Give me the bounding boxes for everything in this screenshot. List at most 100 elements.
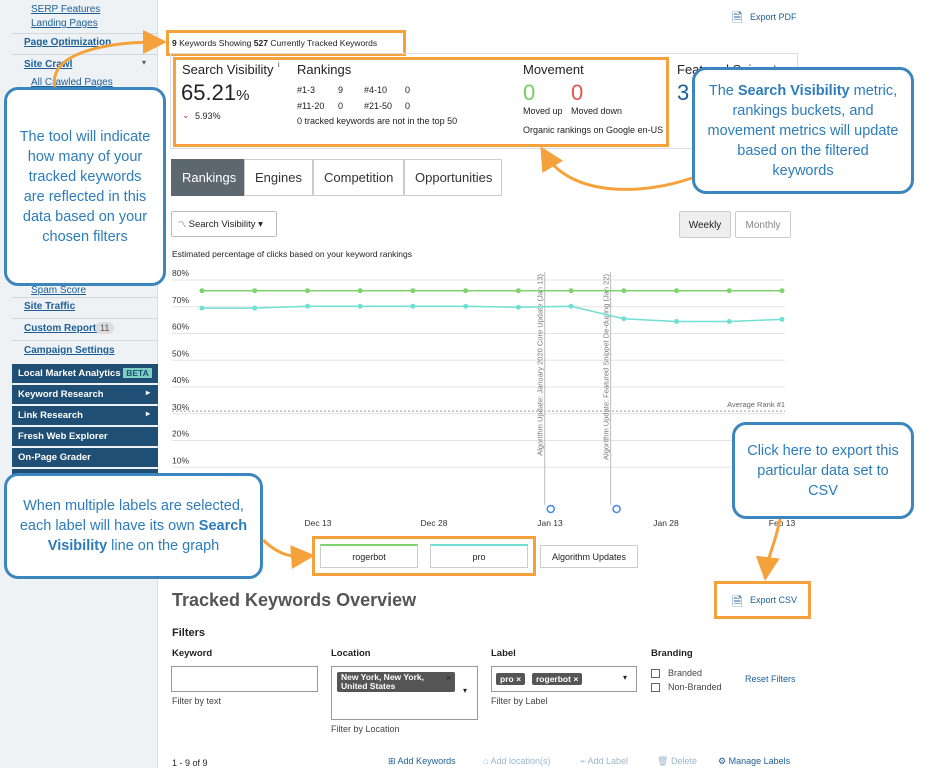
x-tick-label: Jan 28	[653, 518, 679, 528]
callout: The Search Visibility metric, rankings b…	[692, 67, 914, 194]
nav-link[interactable]: Landing Pages	[31, 18, 98, 29]
remove-icon[interactable]: ×	[446, 673, 452, 683]
text: Currently Tracked Keywords	[270, 38, 378, 48]
export-pdf[interactable]: Export PDF	[750, 12, 797, 22]
location-select[interactable]	[331, 666, 478, 720]
tab[interactable]: Opportunities	[404, 159, 502, 196]
tool-item[interactable]: Local Market Analytics BETA	[12, 364, 158, 383]
point	[779, 316, 785, 322]
reset-filters[interactable]: Reset Filters	[745, 674, 796, 684]
callout-bold: Search Visibility	[47, 518, 248, 554]
point	[199, 288, 205, 294]
nav-link[interactable]: All Crawled Pages	[31, 77, 113, 88]
x-tick-label: Dec 13	[305, 518, 332, 528]
bucket-label: #11-20	[297, 101, 325, 111]
label-select[interactable]	[491, 666, 637, 692]
caret: ▾	[142, 58, 147, 67]
export-csv[interactable]: Export CSV	[750, 595, 798, 605]
caret: ▾	[463, 686, 468, 695]
nav-link[interactable]: Site Crawl	[24, 59, 73, 70]
action-label: Add location(s)	[490, 756, 551, 766]
point	[515, 288, 521, 294]
tool-item[interactable]: Link Research ▸	[12, 406, 158, 425]
arrow	[755, 518, 782, 581]
nav-link[interactable]: Campaign Settings	[24, 345, 115, 356]
point	[357, 288, 363, 294]
nav-link[interactable]: Spam Score	[31, 285, 87, 296]
action[interactable]: ⚙ Manage Labels	[718, 756, 791, 766]
value: 65.21	[181, 80, 237, 105]
callout-text: When multiple labels are selected, each …	[17, 496, 250, 556]
nav-link[interactable]: Site Traffic	[24, 301, 76, 312]
tool-item[interactable]: Keyword Research ▸	[12, 385, 158, 404]
tab[interactable]: Competition	[313, 159, 404, 196]
checkbox[interactable]	[651, 683, 660, 692]
y-tick-label: 10%	[172, 455, 189, 465]
tool-item[interactable]: Fresh Web Explorer	[12, 427, 158, 446]
callout-span: Click here to export this particular dat…	[747, 442, 899, 499]
callout-span: line on the graph	[107, 538, 220, 554]
down-arrow: ⌄	[182, 110, 190, 120]
monthly-button[interactable]: Monthly	[735, 211, 791, 238]
legend-item[interactable]: rogerbot	[320, 544, 418, 568]
point	[199, 305, 205, 311]
metric-change: 5.93%	[195, 111, 221, 121]
action[interactable]: 🗑 Delete	[657, 756, 697, 766]
bucket-count: 0	[338, 101, 344, 111]
count: 9	[172, 38, 177, 48]
nav-link[interactable]: Page Optimization	[24, 37, 112, 48]
legend-item[interactable]: pro	[430, 544, 528, 568]
reference-label: Average Rank #1	[727, 400, 785, 409]
filter-label: Branding	[651, 648, 693, 659]
highlight-box	[166, 30, 406, 56]
metric-title: Rankings	[297, 62, 352, 77]
bucket-label: #1-3	[297, 85, 316, 95]
filter-hint: Filter by Location	[331, 724, 400, 734]
legend-item[interactable]: Algorithm Updates	[540, 545, 638, 568]
filter-hint: Filter by Label	[491, 696, 548, 706]
action[interactable]: ⌂ Add location(s)	[483, 756, 551, 766]
moved-label: Moved down	[571, 106, 623, 116]
point	[463, 303, 469, 309]
tool-label: Local Market Analytics	[18, 368, 121, 379]
algorithm-label: Algorithm Update: January 2020 Core Upda…	[536, 274, 545, 456]
algorithm-label: Algorithm Update: Featured Snippet De-du…	[602, 274, 611, 460]
bucket-label: #21-50	[364, 101, 393, 111]
tool-item[interactable]: On-Page Grader	[12, 448, 158, 467]
point	[252, 288, 258, 294]
highlight-box	[173, 57, 669, 147]
x-tick-label: Dec 28	[421, 518, 448, 528]
y-tick-label: 20%	[172, 429, 189, 439]
callout: The tool will indicate how many of your …	[4, 87, 166, 286]
nav-link[interactable]: Custom Reports	[24, 323, 102, 334]
callout-text: Click here to export this particular dat…	[745, 441, 901, 501]
action[interactable]: ⊞ Add Keywords	[388, 756, 456, 766]
nav-link[interactable]: SERP Features	[31, 4, 101, 15]
checkbox[interactable]	[651, 669, 660, 678]
point	[304, 303, 310, 309]
count: 527	[253, 38, 268, 48]
point	[410, 288, 416, 294]
chip-text: rogerbot	[536, 674, 571, 684]
point	[779, 288, 785, 294]
tab[interactable]: Engines	[244, 159, 313, 196]
metric-dropdown[interactable]: 〽 Search Visibility ▾	[171, 211, 277, 237]
y-tick-label: 70%	[172, 295, 189, 305]
action[interactable]: ⌁ Add Label	[580, 756, 628, 766]
keyword-input[interactable]	[171, 666, 318, 692]
weekly-button[interactable]: Weekly	[679, 211, 731, 238]
callout-span: The tool will indicate how many of your …	[19, 128, 151, 245]
point	[252, 305, 258, 311]
metric-value: 3	[677, 80, 690, 105]
action-label: Delete	[670, 756, 697, 766]
bucket-label: #4-10	[364, 85, 388, 95]
metric-value: 65.21%	[181, 80, 249, 106]
callout-span: metric, rankings buckets, and movement m…	[707, 82, 899, 179]
unit: %	[236, 87, 250, 104]
movement-note: Organic rankings on Google en-US	[523, 125, 664, 135]
tab-active[interactable]: Rankings	[171, 159, 244, 196]
location-chip: New York, New York, United States	[337, 672, 455, 692]
point	[304, 288, 310, 294]
callout-bold: Search Visibility	[737, 82, 850, 99]
